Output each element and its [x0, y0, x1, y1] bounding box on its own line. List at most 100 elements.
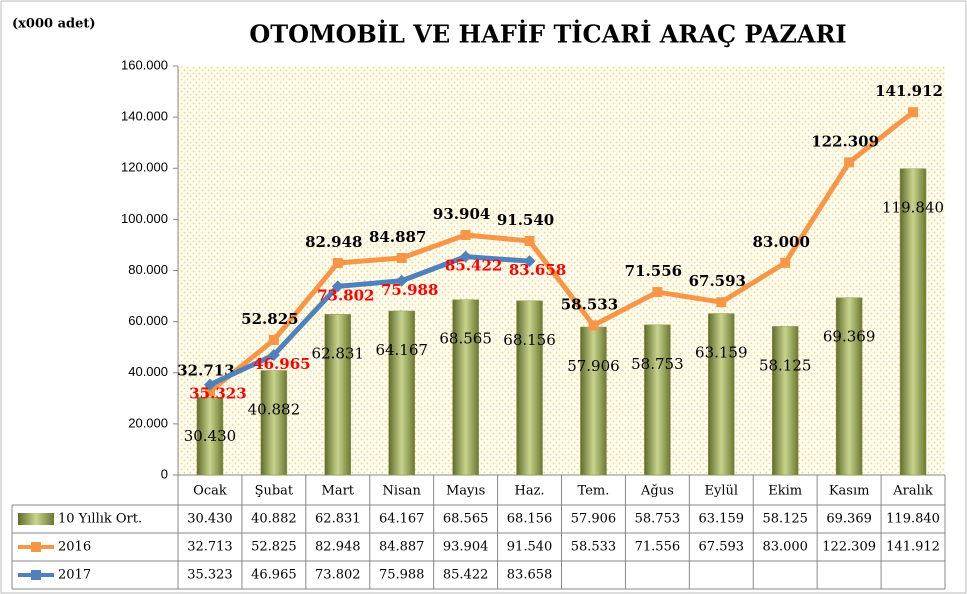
- x-tick-label: Mayıs: [446, 484, 485, 499]
- marker: [460, 229, 471, 240]
- data-label: 73.802: [317, 286, 374, 304]
- table-cell: 71.556: [635, 540, 681, 555]
- x-tick-label: Ocak: [193, 484, 227, 499]
- table-cell: 68.156: [507, 512, 553, 527]
- data-label: 67.593: [689, 272, 746, 290]
- table-cell: 119.840: [886, 512, 940, 527]
- bar: [452, 299, 479, 476]
- line: [208, 254, 530, 387]
- bar-label: 68.156: [503, 331, 556, 349]
- legend-swatch: [18, 513, 54, 525]
- table-cell: 64.167: [379, 512, 425, 527]
- table-cell: 82.948: [315, 540, 361, 555]
- table-cell: 93.904: [443, 540, 489, 555]
- data-label: 75.988: [381, 281, 438, 299]
- marker: [716, 297, 727, 308]
- data-label: 141.912: [875, 82, 943, 100]
- bar: [580, 326, 607, 476]
- legend-label: 2017: [58, 568, 91, 583]
- bar: [388, 310, 415, 476]
- plot-area: [178, 66, 945, 475]
- table-cell: 83.000: [762, 540, 808, 555]
- x-tick-label: Nisan: [383, 484, 422, 499]
- table-cell: 141.912: [886, 540, 940, 555]
- marker: [780, 257, 791, 268]
- unit-label: (x000 adet): [12, 17, 96, 32]
- data-label: 84.887: [369, 228, 426, 246]
- table-cell: 52.825: [251, 540, 297, 555]
- table-cell: 30.430: [187, 512, 233, 527]
- x-tick-label: Tem.: [578, 484, 610, 499]
- y-tick-label: 20.000: [128, 415, 168, 430]
- data-label: 35.323: [189, 385, 246, 403]
- legend-swatch: [31, 570, 41, 580]
- marker: [523, 255, 536, 268]
- bar: [196, 396, 224, 476]
- marker: [908, 107, 919, 118]
- bar-label: 30.430: [184, 427, 237, 445]
- data-label: 83.658: [509, 261, 566, 279]
- data-label: 85.422: [445, 257, 502, 275]
- marker: [652, 287, 663, 298]
- marker: [267, 348, 280, 361]
- line: [208, 110, 915, 394]
- table-cell: 91.540: [507, 540, 553, 555]
- bar-label: 58.753: [631, 355, 684, 373]
- table-cell: 58.533: [571, 540, 617, 555]
- table-cell: 62.831: [315, 512, 361, 527]
- marker: [588, 320, 599, 331]
- table-cell: 57.906: [571, 512, 617, 527]
- table-cell: 75.988: [379, 568, 425, 583]
- x-tick-label: Kasım: [829, 484, 870, 499]
- table-cell: 68.565: [443, 512, 489, 527]
- x-tick-label: Haz.: [515, 484, 545, 499]
- y-tick-label: 100.000: [121, 211, 168, 226]
- legend-label: 10 Yıllık Ort.: [58, 512, 142, 527]
- y-tick-label: 60.000: [128, 313, 168, 328]
- bar-label: 69.369: [823, 328, 876, 346]
- chart-title: OTOMOBİL VE HAFİF TİCARİ ARAÇ PAZARI: [249, 20, 846, 49]
- bar-label: 40.882: [248, 400, 301, 418]
- data-label: 71.556: [625, 262, 682, 280]
- bar-label: 58.125: [759, 356, 812, 374]
- x-tick-label: Aralık: [892, 484, 933, 499]
- data-label: 46.965: [253, 355, 310, 373]
- data-label: 91.540: [497, 211, 554, 229]
- legend-label: 2016: [58, 540, 91, 555]
- marker: [268, 334, 279, 345]
- table-cell: 69.369: [826, 512, 872, 527]
- y-tick-label: 40.000: [128, 364, 168, 379]
- marker: [203, 378, 216, 391]
- legend-swatch: [31, 542, 41, 552]
- bar-label: 119.840: [882, 199, 944, 217]
- y-tick-label: 160.000: [121, 57, 168, 72]
- x-tick-label: Eylül: [705, 484, 739, 499]
- data-label: 52.825: [241, 310, 298, 328]
- table-cell: 85.422: [443, 568, 489, 583]
- table-cell: 73.802: [315, 568, 361, 583]
- table-cell: 67.593: [699, 540, 745, 555]
- table-cell: 122.309: [822, 540, 876, 555]
- marker: [459, 250, 472, 263]
- table-cell: 58.753: [635, 512, 681, 527]
- bar-label: 63.159: [695, 344, 748, 362]
- bar: [644, 324, 671, 476]
- table-cell: 35.323: [187, 568, 233, 583]
- bar-label: 68.565: [439, 330, 492, 348]
- marker: [331, 280, 344, 293]
- marker: [204, 386, 215, 397]
- y-tick-label: 140.000: [121, 109, 168, 124]
- bar-label: 62.831: [312, 344, 365, 362]
- table-cell: 32.713: [187, 540, 233, 555]
- table-cell: 63.159: [699, 512, 745, 527]
- bar: [771, 326, 799, 476]
- table-cell: 58.125: [762, 512, 808, 527]
- data-label: 83.000: [752, 233, 809, 251]
- bar-label: 64.167: [375, 341, 428, 359]
- table-cell: 84.887: [379, 540, 425, 555]
- x-tick-label: Şubat: [255, 484, 294, 499]
- bar: [899, 168, 927, 476]
- marker: [395, 274, 408, 287]
- data-label: 32.713: [177, 361, 234, 379]
